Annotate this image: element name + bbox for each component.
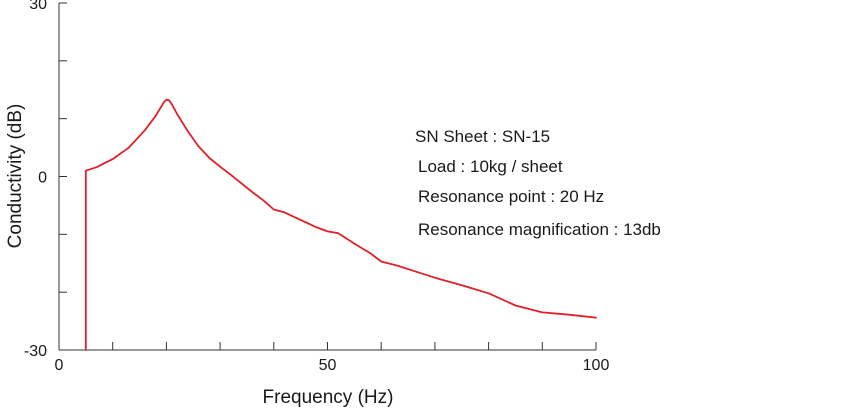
y-tick-label: -30 xyxy=(24,343,47,360)
axes xyxy=(58,3,596,351)
y-axis-title: Conductivity (dB) xyxy=(5,104,26,249)
x-axis-title: Frequency (Hz) xyxy=(263,387,394,408)
series-group xyxy=(84,98,597,351)
annotation-sheet: SN Sheet : SN-15 xyxy=(415,127,550,146)
annotation-load: Load : 10kg / sheet xyxy=(418,157,563,176)
x-tick-label: 100 xyxy=(583,357,610,374)
series-line xyxy=(84,98,597,351)
tick-labels: 30 0 -30 0 50 100 xyxy=(24,0,610,374)
y-tick-label: 0 xyxy=(38,170,47,187)
annotations: SN Sheet : SN-15 Load : 10kg / sheet Res… xyxy=(415,127,661,239)
annotation-resonance-magnification: Resonance magnification : 13db xyxy=(418,220,661,239)
ticks xyxy=(58,2,597,351)
annotation-resonance-point: Resonance point : 20 Hz xyxy=(418,187,604,206)
x-tick-label: 0 xyxy=(55,357,64,374)
x-tick-label: 50 xyxy=(319,357,337,374)
y-tick-label: 30 xyxy=(29,0,47,13)
